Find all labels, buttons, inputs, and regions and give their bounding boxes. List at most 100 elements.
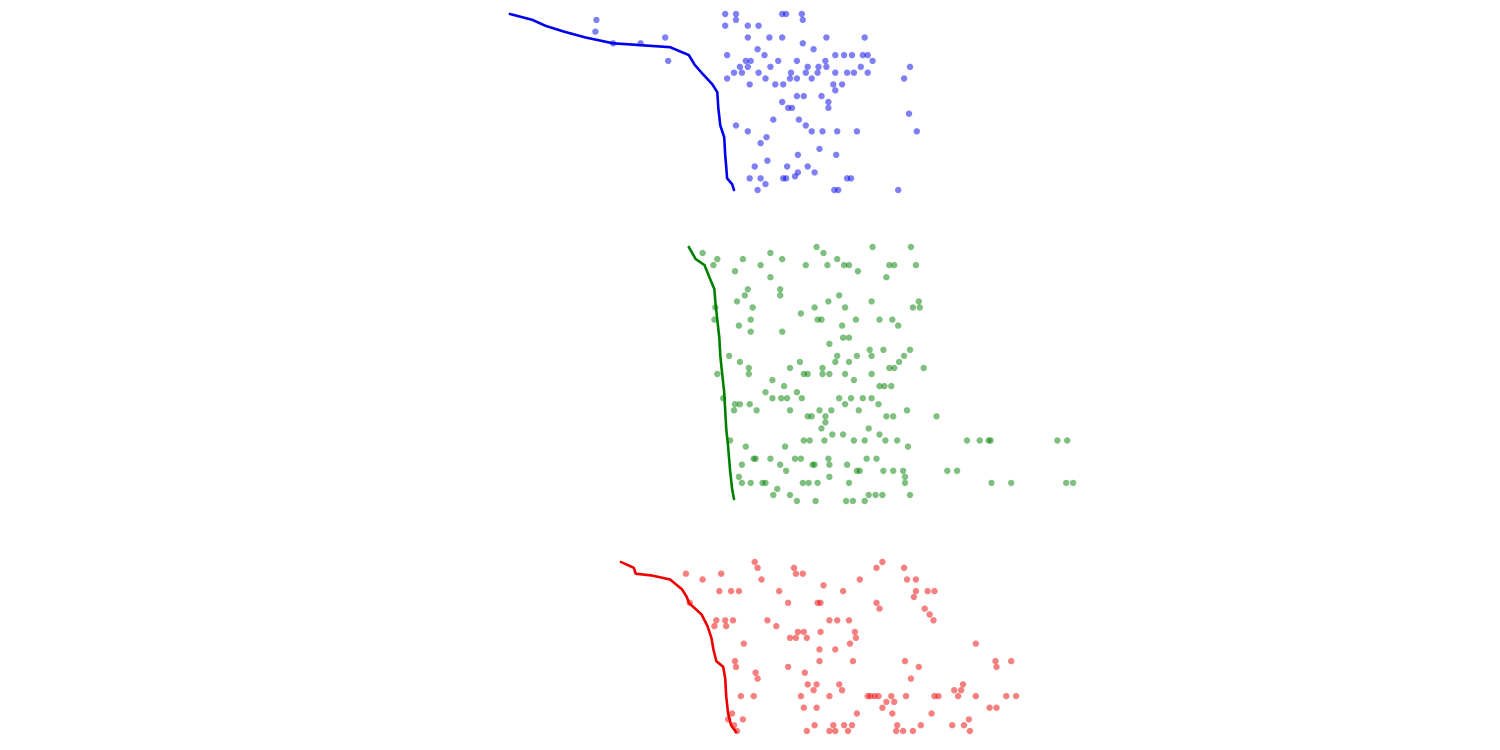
scatter-point — [722, 617, 729, 624]
scatter-point — [782, 467, 790, 474]
scatter-point — [829, 431, 836, 438]
scatter-point — [963, 437, 971, 444]
scatter-point — [850, 69, 858, 76]
scatter-point — [769, 395, 776, 402]
scatter-point — [752, 669, 759, 676]
scatter-point — [762, 479, 769, 487]
scatter-point — [816, 145, 823, 153]
scatter-point — [868, 395, 875, 402]
scatter-point — [920, 364, 927, 372]
scatter-point — [954, 692, 962, 700]
scatter-point — [722, 22, 729, 29]
scatter-point — [833, 151, 840, 158]
scatter-point — [754, 564, 761, 571]
scatter-point — [817, 628, 824, 636]
scatter-point — [745, 364, 752, 372]
scatter-point — [813, 681, 820, 688]
scatter-point — [788, 104, 796, 112]
scatter-point — [808, 413, 815, 420]
scatter-point — [972, 640, 979, 647]
scatter-point — [742, 57, 749, 65]
scatter-point — [783, 395, 791, 402]
scatter-point — [841, 370, 849, 378]
scatter-point — [774, 485, 781, 493]
scatter-point — [744, 22, 751, 29]
scatter-point — [880, 346, 887, 353]
scatter-point — [732, 122, 740, 129]
scatter-point — [751, 163, 758, 170]
scatter-point — [886, 364, 893, 372]
scatter-point — [767, 63, 774, 70]
scatter-point — [784, 663, 792, 671]
scatter-point — [976, 437, 983, 444]
scatter-point — [850, 437, 858, 444]
scatter-point — [856, 467, 863, 474]
scatter-point — [891, 698, 898, 706]
scatter-point — [754, 46, 761, 53]
scatter-point — [838, 687, 846, 694]
scatter-point — [880, 467, 887, 474]
scatter-point — [780, 382, 788, 390]
scatter-point — [838, 81, 846, 88]
scatter-point — [766, 34, 773, 41]
scatter-point — [757, 261, 764, 269]
scatter-point — [916, 304, 923, 311]
scatter-point — [738, 479, 746, 487]
scatter-point — [794, 151, 802, 158]
scatter-point — [793, 75, 801, 82]
scatter-point — [848, 51, 856, 59]
scatter-point — [714, 370, 721, 378]
scatter-point — [848, 722, 856, 729]
scatter-point — [824, 261, 831, 269]
scatter-point — [830, 722, 837, 729]
scatter-point — [836, 681, 843, 688]
scatter-point — [913, 128, 920, 135]
scatter-point — [780, 81, 787, 88]
scatter-point — [906, 63, 914, 70]
scatter-point — [773, 622, 780, 630]
scatter-point — [850, 376, 858, 384]
scatter-point — [907, 243, 915, 251]
scatter-point — [869, 57, 876, 65]
scatter-point — [767, 455, 774, 462]
scatter-point — [1008, 479, 1015, 487]
scatter-point — [900, 352, 908, 360]
scatter-point — [966, 727, 974, 735]
scatter-point — [800, 704, 807, 711]
scatter-point — [746, 81, 753, 88]
scatter-point — [868, 298, 875, 305]
scatter-point — [840, 261, 848, 269]
scatter-point — [816, 657, 823, 665]
scatter-point — [951, 687, 958, 694]
scatter-point — [988, 479, 995, 487]
scatter-point — [845, 479, 853, 487]
scatter-point — [776, 587, 783, 595]
scatter-point — [802, 122, 809, 129]
scatter-point — [873, 599, 880, 606]
scatter-point — [777, 286, 784, 293]
scatter-point — [834, 352, 841, 360]
scatter-point — [861, 437, 868, 444]
scatter-point — [953, 467, 961, 474]
scatter-point — [832, 358, 839, 366]
scatter-point — [744, 286, 751, 293]
scatter-point — [811, 169, 818, 176]
scatter-point — [755, 22, 762, 29]
scatter-point — [826, 692, 833, 700]
scatter-point — [845, 617, 853, 624]
scatter-point — [775, 57, 782, 65]
scatter-point — [804, 370, 811, 378]
scatter-point — [853, 352, 861, 360]
scatter-point — [791, 455, 799, 462]
scatter-point — [592, 28, 599, 35]
scatter-point — [903, 407, 911, 414]
scatter-point — [818, 425, 825, 432]
scatter-point — [786, 364, 794, 372]
scatter-point — [839, 334, 847, 341]
scatter-point — [749, 304, 756, 311]
scatter-point — [816, 646, 823, 653]
scatter-point — [784, 599, 792, 606]
scatter-point — [751, 558, 758, 566]
scatter-point — [1064, 437, 1071, 444]
